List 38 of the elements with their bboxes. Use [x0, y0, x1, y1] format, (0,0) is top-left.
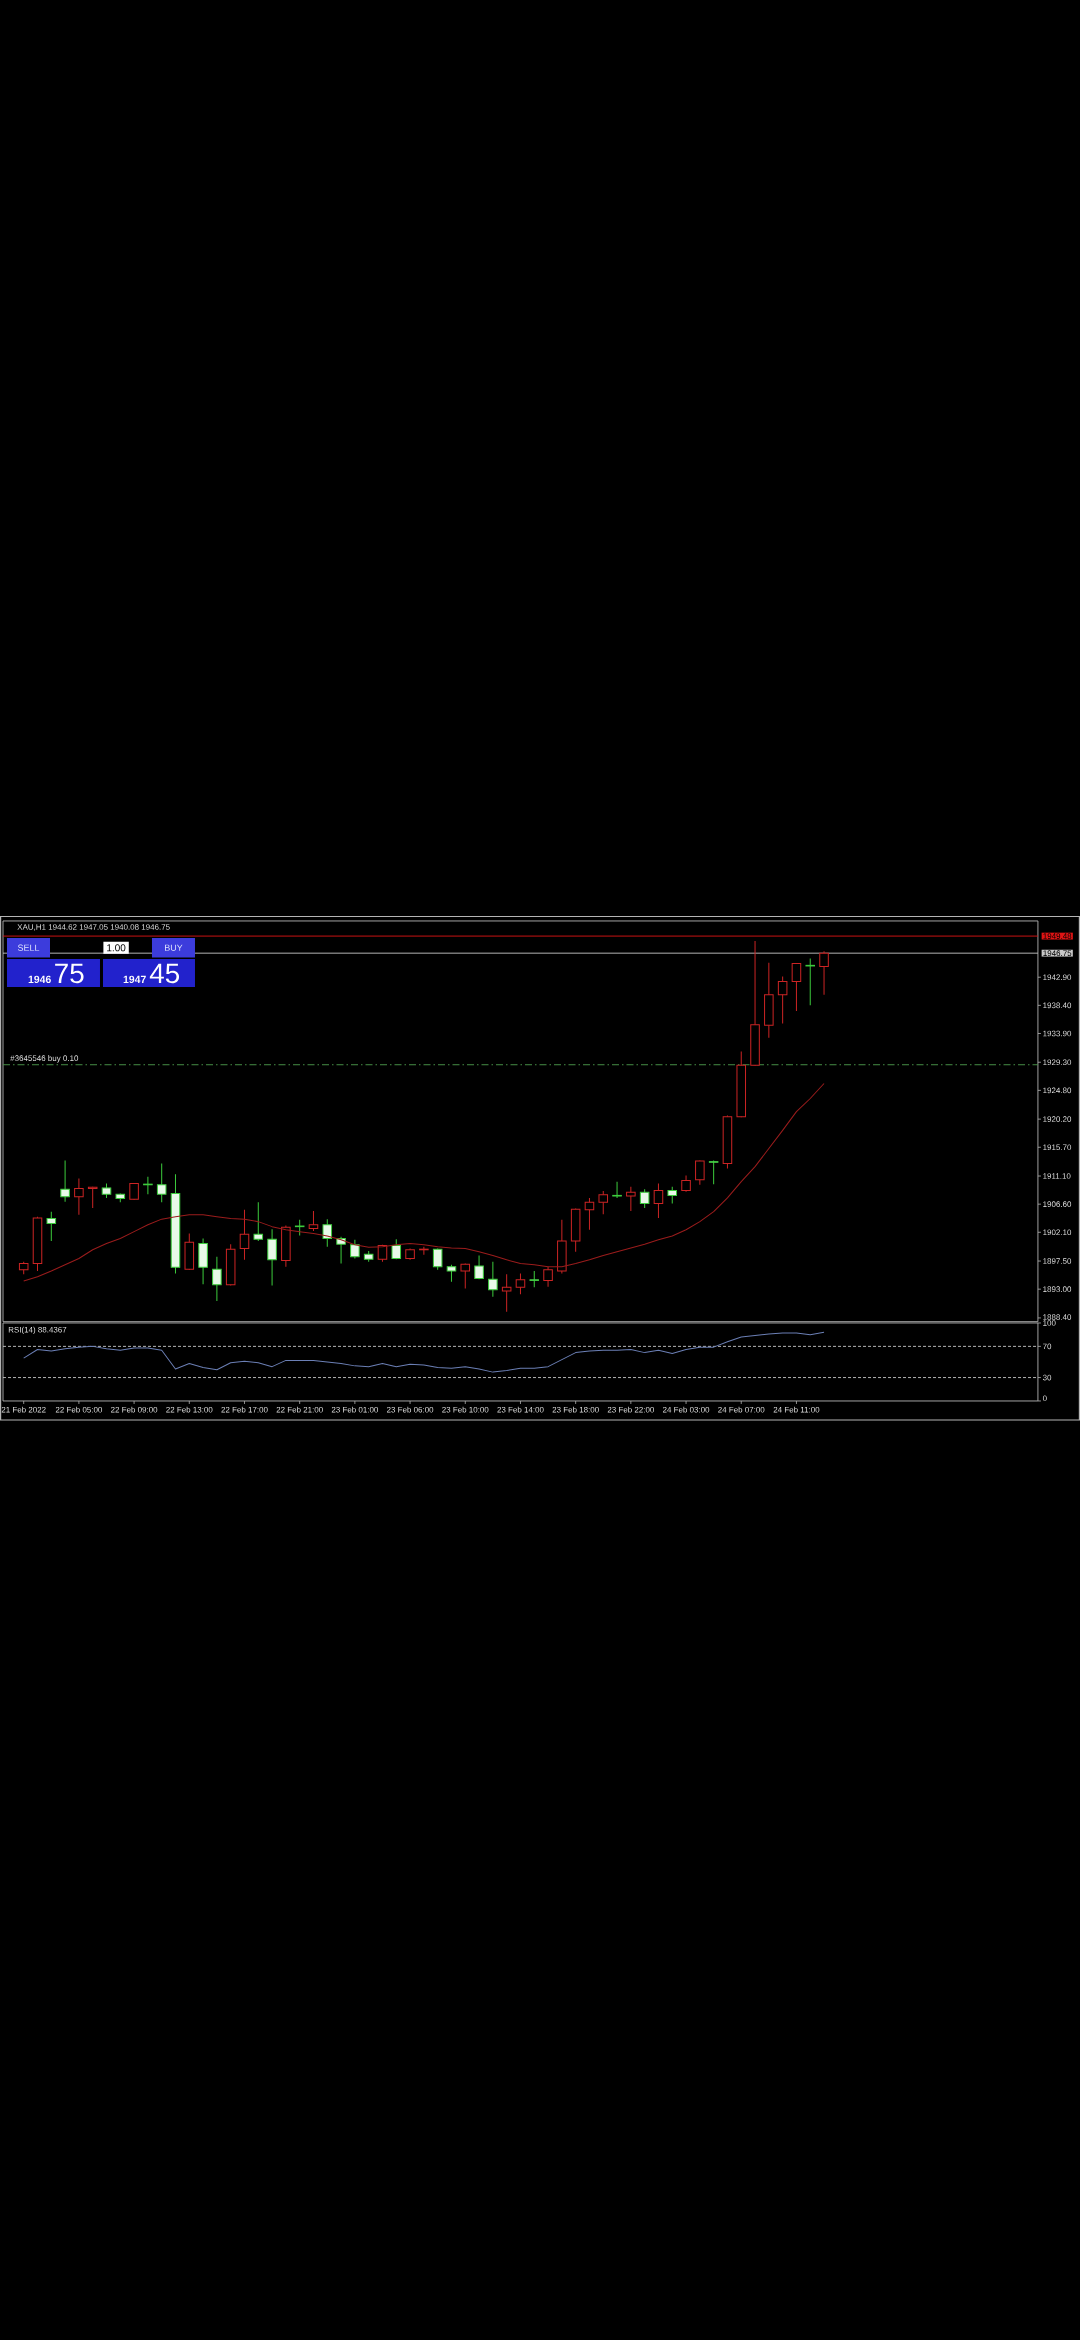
candlestick — [46, 1211, 57, 1242]
annotation: 1947 — [123, 975, 146, 984]
candlestick — [198, 1238, 208, 1285]
candlestick — [322, 1218, 333, 1248]
candlestick — [791, 962, 802, 1012]
annotation: 1946 — [28, 975, 51, 984]
candlestick — [212, 1256, 222, 1302]
candlestick — [612, 1181, 622, 1199]
candlestick — [708, 1159, 719, 1185]
candlestick — [805, 957, 816, 1006]
candlestick — [819, 950, 829, 996]
candlestick — [626, 1186, 636, 1212]
candlestick — [501, 1273, 512, 1313]
candlestick — [239, 1209, 250, 1261]
candlestick — [515, 1273, 526, 1295]
candlestick — [488, 1261, 498, 1298]
candlestick — [653, 1183, 664, 1219]
candlestick — [267, 1228, 277, 1286]
candlestick — [777, 976, 788, 1024]
candlestick — [143, 1176, 153, 1195]
candlestick — [598, 1190, 609, 1215]
candlestick — [695, 1159, 705, 1186]
annotation: 75 — [55, 963, 84, 984]
annotation: SELL — [17, 944, 40, 951]
candlestick — [74, 1178, 84, 1216]
annotation: BUY — [165, 944, 183, 951]
candlestick — [156, 1163, 167, 1203]
candlestick — [253, 1201, 264, 1242]
annotation: 1.00 — [107, 944, 126, 952]
candlestick — [60, 1159, 70, 1203]
line-series — [23, 1083, 825, 1282]
annotation: 45 — [149, 963, 180, 984]
candlestick — [460, 1263, 471, 1290]
candlestick — [584, 1197, 595, 1231]
candlestick — [308, 1210, 319, 1232]
candlestick — [350, 1239, 360, 1260]
candlestick — [639, 1188, 650, 1209]
candlestick — [543, 1266, 553, 1288]
